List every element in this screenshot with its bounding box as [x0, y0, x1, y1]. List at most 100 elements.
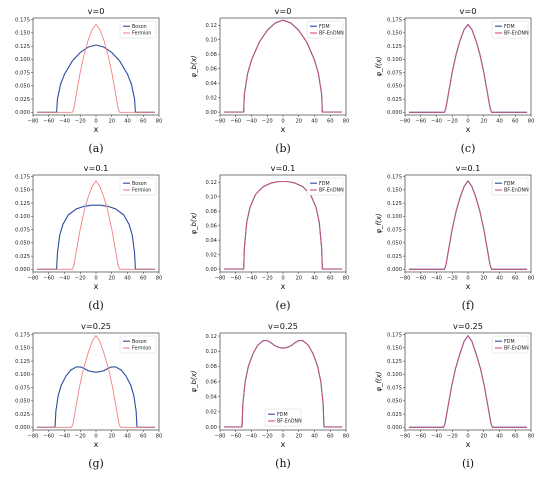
axes-frame [219, 17, 347, 116]
axes-frame [404, 17, 532, 116]
x-axis-label: x [466, 282, 471, 291]
subplot-f: v=0.1 −80 −60 −40 −20 0 20 40 60 80 0.000 0.025 0.05… [375, 163, 534, 312]
legend-label: FDM [277, 412, 288, 418]
x-tick-label: 0 [94, 434, 97, 440]
x-tick-label: −40 [431, 434, 442, 440]
legend-label: BF-EnDNN [504, 346, 529, 352]
axes-frame [219, 332, 347, 431]
x-tick-label: −80 [215, 119, 226, 125]
subplot-caption: (e) [275, 299, 290, 312]
x-tick-label: 80 [528, 119, 535, 125]
x-tick-label: 80 [343, 276, 350, 282]
x-tick-label: 0 [466, 119, 469, 125]
legend-label: Boson [132, 24, 147, 30]
subplot-b: v=0 −80 −60 −40 −20 0 20 40 60 80 0.00 0.02 0.04 0.06… [190, 6, 349, 155]
y-tick-label: 0.175 [387, 332, 402, 338]
y-tick-label: 0.100 [387, 214, 402, 220]
x-tick-label: −80 [28, 119, 39, 125]
y-tick-label: 0.175 [15, 332, 30, 338]
y-tick-label: 0.125 [387, 44, 402, 50]
x-tick-label: 40 [496, 119, 503, 125]
x-tick-label: −80 [400, 434, 411, 440]
y-tick-label: 0.08 [205, 209, 217, 215]
subplot-title: v=0.1 [271, 163, 296, 173]
y-tick-label: 0.075 [15, 227, 30, 233]
legend-label: Boson [132, 181, 147, 187]
y-tick-label: 0.075 [387, 385, 402, 391]
x-tick-label: 20 [295, 276, 302, 282]
subplot-h: v=0.25 −80 −60 −40 −20 0 20 40 60 80 0.00 0.02 0.04 0… [190, 321, 349, 470]
subplot-caption: (c) [461, 142, 476, 155]
series-line-fermion [36, 335, 156, 428]
series-line-boson [36, 366, 156, 428]
legend-label: Fermion [132, 31, 151, 37]
subplot-caption: (b) [275, 142, 291, 155]
subplot-caption: (a) [88, 142, 103, 155]
x-tick-label: 20 [295, 119, 302, 125]
y-tick-label: 0.10 [205, 38, 217, 44]
y-tick-label: 0.125 [387, 359, 402, 365]
y-tick-label: 0.025 [15, 97, 30, 103]
axes-frame [219, 174, 347, 273]
y-tick-label: 0.150 [15, 346, 30, 352]
y-tick-label: 0.150 [387, 188, 402, 194]
x-tick-label: −80 [215, 434, 226, 440]
axes-frame [404, 332, 532, 431]
legend-label: FDM [319, 181, 330, 187]
x-tick-label: −20 [262, 119, 273, 125]
y-tick-label: 0.125 [387, 201, 402, 207]
y-tick-label: 0.02 [205, 410, 217, 416]
legend-box [306, 20, 344, 39]
x-tick-label: −60 [415, 434, 426, 440]
x-tick-label: −20 [447, 276, 458, 282]
x-tick-label: 40 [496, 276, 503, 282]
y-tick-label: 0.150 [15, 31, 30, 37]
subplot-a: v=0 −80 −60 −40 −20 0 20 40 60 80 0.000 0.025 0.050 0… [15, 6, 162, 155]
x-axis-label: x [466, 125, 471, 134]
series-line-bf-endnn [223, 181, 343, 270]
legend-box [119, 177, 157, 196]
x-tick-label: −20 [75, 276, 86, 282]
x-tick-label: 40 [124, 434, 131, 440]
legend-label: Fermion [132, 188, 151, 194]
y-tick-label: 0.12 [205, 180, 217, 186]
x-tick-label: −60 [43, 434, 54, 440]
y-tick-label: 0.025 [15, 412, 30, 418]
subplot-caption: (d) [88, 299, 104, 312]
x-tick-label: 60 [327, 276, 334, 282]
y-tick-label: 0.075 [15, 385, 30, 391]
series-line-bf-endnn [408, 180, 528, 270]
x-tick-label: −20 [262, 276, 273, 282]
x-tick-label: −60 [230, 276, 241, 282]
x-tick-label: 0 [94, 276, 97, 282]
x-tick-label: 20 [108, 119, 115, 125]
x-tick-label: −80 [400, 119, 411, 125]
subplot-caption: (i) [462, 457, 474, 470]
legend-box [119, 20, 157, 39]
series-line-fermion [36, 180, 156, 270]
x-tick-label: −60 [415, 276, 426, 282]
y-tick-label: 0.150 [15, 188, 30, 194]
legend-label: BF-EnDNN [504, 31, 529, 37]
y-tick-label: 0.050 [387, 84, 402, 90]
legend-label: BF-EnDNN [277, 419, 302, 425]
y-tick-label: 0.075 [387, 227, 402, 233]
y-tick-label: 0.100 [15, 57, 30, 63]
y-tick-label: 0.050 [387, 241, 402, 247]
x-tick-label: −40 [246, 434, 257, 440]
y-tick-label: 0.050 [15, 84, 30, 90]
x-tick-label: 80 [156, 119, 163, 125]
series-line-fermion [36, 23, 156, 113]
x-tick-label: 20 [480, 119, 487, 125]
x-tick-label: 20 [480, 276, 487, 282]
legend-label: FDM [319, 24, 330, 30]
x-tick-label: 80 [528, 434, 535, 440]
y-tick-label: 0.000 [15, 110, 30, 116]
subplot-caption: (g) [88, 457, 104, 470]
y-tick-label: 0.025 [15, 254, 30, 260]
legend-label: FDM [504, 181, 515, 187]
y-tick-label: 0.12 [205, 23, 217, 29]
y-tick-label: 0.050 [387, 399, 402, 405]
